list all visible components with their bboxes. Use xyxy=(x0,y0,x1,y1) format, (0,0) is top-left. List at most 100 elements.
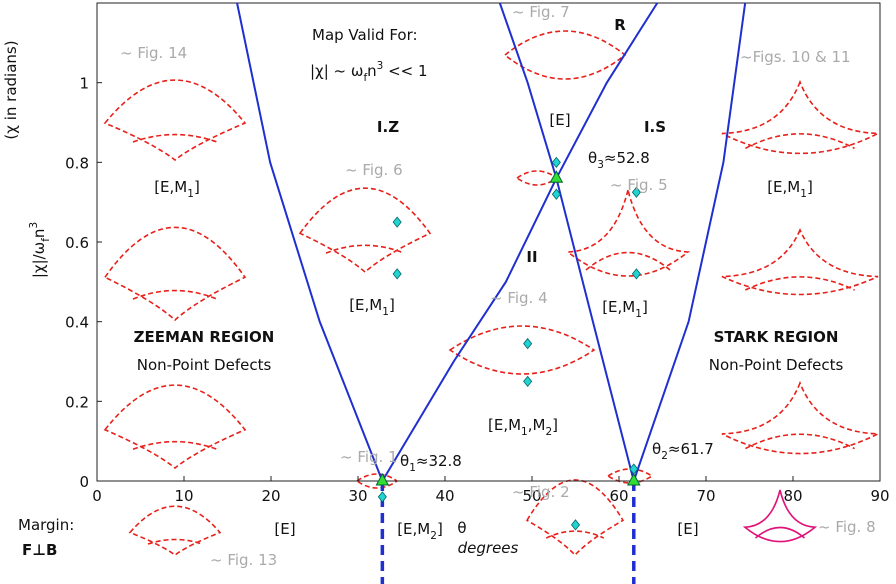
figure-reference: ~ Fig. 13 xyxy=(210,551,277,569)
defect-label: [E,M1] xyxy=(767,178,813,200)
x-tick-label: 30 xyxy=(348,487,367,505)
y-axis-label-2: (χ in radians) xyxy=(2,40,20,139)
defect-label: [E] xyxy=(677,520,698,538)
text-part: θ xyxy=(652,440,661,458)
diamond-point xyxy=(524,376,532,386)
text-part: 3 xyxy=(28,222,40,229)
text-part: |χ|/ω xyxy=(30,242,48,278)
diamond-point xyxy=(632,269,640,279)
y-tick-label: 1 xyxy=(79,75,89,93)
text-part: [E,M xyxy=(767,178,800,196)
region-label: I.Z xyxy=(377,118,399,136)
validity: |χ| ~ ωfn3 << 1 xyxy=(310,60,428,84)
figure-reference: ~ Fig. 14 xyxy=(120,44,187,62)
text-part: 1 xyxy=(187,188,194,200)
y-tick-label: 0.6 xyxy=(65,234,89,252)
defect-label: [E] xyxy=(549,111,570,129)
figure-reference: ~ Fig. 7 xyxy=(512,3,570,21)
x-tick-label: 20 xyxy=(261,487,280,505)
x-axis-label: θ xyxy=(457,519,466,537)
diamond-point xyxy=(393,269,401,279)
boundary-curve xyxy=(634,3,745,481)
note: Map Valid For: xyxy=(312,26,418,44)
defect-sketch xyxy=(133,135,217,142)
chart: 010203040506070809000.20.40.60.81θdegree… xyxy=(0,0,896,584)
defect-sketch xyxy=(586,253,670,271)
region-name: Non-Point Defects xyxy=(709,356,844,374)
margin-condition: F⊥B xyxy=(22,541,57,559)
text-part: ≈32.8 xyxy=(416,452,462,470)
text-part: θ xyxy=(588,149,597,167)
text-part: 3 xyxy=(377,60,384,72)
x-tick-label: 40 xyxy=(435,487,454,505)
plot-frame xyxy=(97,3,880,481)
text-part: [E,M xyxy=(488,416,521,434)
defect-sketch xyxy=(105,227,245,320)
text-part: [E,M xyxy=(602,298,635,316)
defect-label: [E,M1,M2] xyxy=(488,416,558,438)
x-axis-sublabel: degrees xyxy=(458,539,519,557)
text-part: ] xyxy=(807,178,813,196)
x-tick-label: 60 xyxy=(609,487,628,505)
defect-label: [E,M1] xyxy=(602,298,648,320)
defect-sketch xyxy=(568,190,688,276)
text-part: 1 xyxy=(409,462,416,474)
figure-reference: ~Figs. 10 & 11 xyxy=(740,48,851,66)
text-part: [E,M xyxy=(349,296,382,314)
defect-sketch xyxy=(326,245,404,253)
text-part: ] xyxy=(642,298,648,316)
defect-label: [E,M1] xyxy=(349,296,395,318)
text-part: 1 xyxy=(635,308,642,320)
region-name: ZEEMAN REGION xyxy=(134,328,275,346)
diamond-point xyxy=(378,492,386,502)
defect-sketch xyxy=(517,171,557,185)
margin-label: Margin: xyxy=(18,516,74,534)
x-tick-label: 0 xyxy=(92,487,102,505)
defect-sketch xyxy=(133,442,217,450)
theta-label: θ3≈52.8 xyxy=(588,149,650,171)
text-part: 2 xyxy=(430,530,437,542)
y-tick-label: 0 xyxy=(79,473,89,491)
defect-sketch xyxy=(300,188,430,272)
x-tick-label: 80 xyxy=(783,487,802,505)
boundary-curve xyxy=(500,3,634,481)
defect-sketch xyxy=(745,277,854,290)
text-part: 3 xyxy=(597,159,604,171)
figure-reference: ~ Fig. 2 xyxy=(512,483,570,501)
defect-sketch xyxy=(745,490,815,542)
figure-reference: ~ Fig. 4 xyxy=(490,289,548,307)
text-part: ≈61.7 xyxy=(668,440,714,458)
text-part: [E,M xyxy=(154,178,187,196)
text-part: 2 xyxy=(661,450,668,462)
text-part: [E] xyxy=(549,111,570,129)
defect-sketch xyxy=(130,506,220,555)
defect-sketch xyxy=(722,383,878,454)
defect-sketch xyxy=(745,434,854,448)
text-part: ] xyxy=(194,178,200,196)
text-part: 2 xyxy=(545,426,552,438)
text-part: ] xyxy=(389,296,395,314)
defect-sketch xyxy=(133,291,217,300)
text-part: 1 xyxy=(800,188,807,200)
diamond-point xyxy=(524,339,532,349)
region-label: II xyxy=(526,248,537,266)
text-part: θ xyxy=(400,452,409,470)
defect-label: [E,M1] xyxy=(154,178,200,200)
x-tick-label: 10 xyxy=(174,487,193,505)
text-part: << 1 xyxy=(383,62,427,80)
defect-label: [E,M2] xyxy=(397,520,443,542)
theta-label: θ2≈61.7 xyxy=(652,440,714,462)
defect-sketch xyxy=(722,230,878,295)
y-axis-label: |χ|/ωfn3 xyxy=(28,222,52,278)
text-part: ,M xyxy=(528,416,546,434)
critical-point xyxy=(550,171,562,182)
defect-label: [E] xyxy=(274,520,295,538)
text-part: n xyxy=(30,229,48,239)
theta-label: θ1≈32.8 xyxy=(400,452,462,474)
text-part: ≈52.8 xyxy=(604,149,650,167)
figure-reference: ~ Fig. 5 xyxy=(610,176,668,194)
figure-reference: ~ Fig. 1 xyxy=(340,448,398,466)
region-name: Non-Point Defects xyxy=(137,356,272,374)
text-part: |χ| ~ ω xyxy=(310,62,363,80)
text-part: 1 xyxy=(382,306,389,318)
